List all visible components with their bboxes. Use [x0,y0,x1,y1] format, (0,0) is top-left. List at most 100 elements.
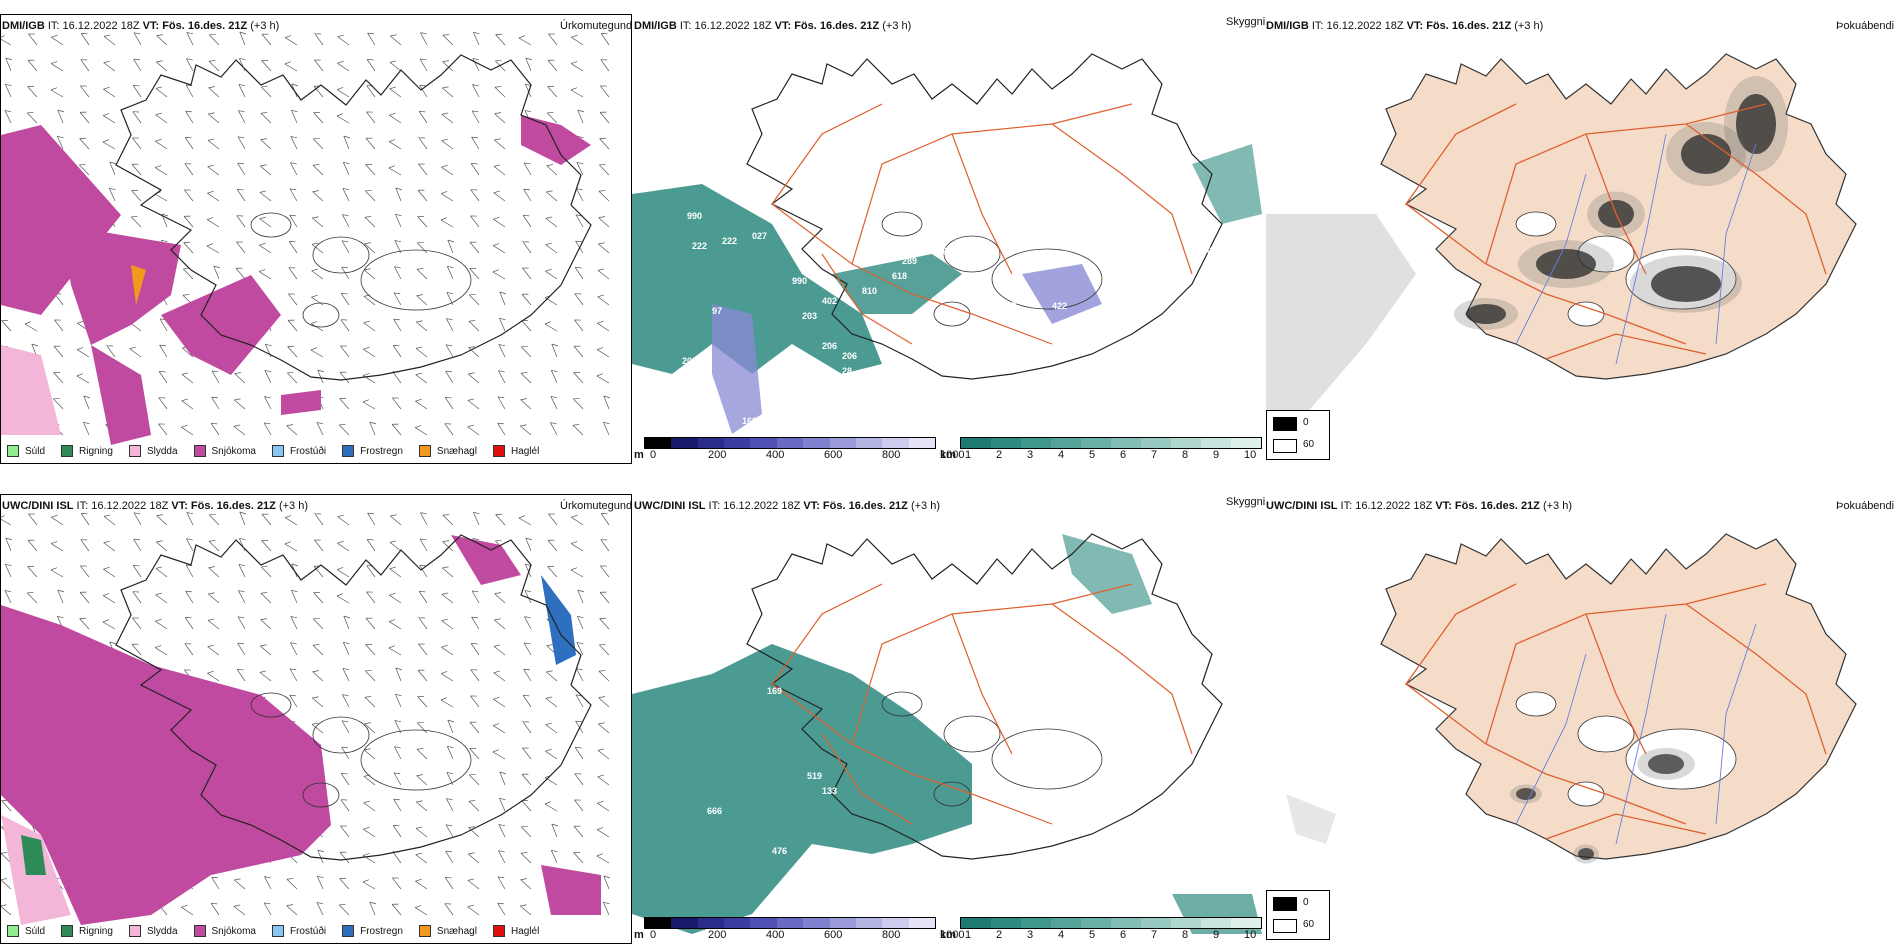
wind-barb [317,849,324,864]
wind-barb [418,137,428,150]
wind-barb [418,111,428,124]
wind-barb [184,189,194,202]
legend-label: Slydda [146,925,178,937]
glacier-outline [881,691,923,717]
colorbar-cell [991,438,1021,448]
panel-title: Skyggni [1226,16,1266,28]
wind-barb [209,513,220,526]
wind-barb [444,397,454,410]
wind-barb [469,747,480,760]
colorbar-cell [1081,438,1111,448]
wind-barb [597,774,610,786]
wind-barb [598,722,610,734]
field-area [521,115,591,165]
visibility-value-label: 422 [1052,301,1067,311]
wind-barb [236,669,246,682]
wind-barb [261,539,272,552]
wind-barb [24,321,38,332]
wind-barb [600,59,610,72]
wind-barb [27,85,38,98]
legend-item: Slydda [128,925,178,937]
wind-barb [79,137,90,150]
wind-barb [445,370,454,384]
wind-barb [575,240,584,254]
wind-barb [417,215,428,228]
wind-barb [185,590,194,604]
panel-precip-type-dmi: Súld Rigning Slydda Snjókoma Frostúði Frostre… [0,14,632,464]
wind-barb [57,589,64,604]
fog-key-black-label: 0 [1303,897,1309,908]
wind-barb [597,294,610,306]
colorbar-unit-km: km [940,929,956,941]
wind-barb [284,515,298,526]
wind-barb [312,644,324,656]
wind-barb [260,164,272,176]
wind-barb [154,191,168,202]
wind-barb [341,720,350,734]
fog-key-white-swatch [1273,919,1297,933]
legend-item: Snæhagl [418,445,477,457]
wind-barb [156,540,168,552]
wind-barb [83,395,90,410]
wind-barb [340,345,350,358]
road-line [1405,683,1687,825]
colorbar-tick: 8 [1182,449,1189,461]
field-area [541,575,576,665]
glacier-outline [312,236,370,274]
wind-barb [469,293,480,306]
wind-barb [211,370,220,384]
wind-barb [545,696,558,708]
visibility-value-label: 210 [992,391,1007,401]
wind-barb [420,512,428,526]
wind-barb [103,514,116,526]
wind-barb [572,424,584,436]
panel-header: UWC/DINI ISL IT: 16.12.2022 18Z VT: Fös.… [1266,500,1573,512]
wind-barb [4,563,12,578]
wind-barb [442,566,454,578]
wind-barb [156,34,168,46]
wind-barb [419,58,428,72]
wind-barb [597,800,610,812]
wind-barb [440,217,454,228]
wind-barb [365,189,376,202]
wind-barb [493,216,506,228]
wind-barb [1,35,12,46]
wind-barb [576,642,584,656]
wind-barb [388,165,402,176]
panel-header: UWC/DINI ISL IT: 16.12.2022 18Z VT: Fös.… [2,500,309,512]
wind-barb [259,216,272,228]
wind-barb [50,567,64,578]
wind-barb [596,347,610,358]
wind-barb [599,617,610,630]
wind-barb [576,188,584,202]
river-line [1515,653,1587,825]
wind-barb [342,161,350,176]
fog-patch [1536,249,1596,279]
field-area [21,835,46,875]
wind-barb [498,370,506,384]
wind-barb [314,33,324,46]
wind-barb [603,395,610,410]
wind-barb [573,825,584,838]
field-area [1266,214,1416,424]
wind-barb [393,318,402,332]
legend-swatch [128,925,141,937]
wind-barb [418,591,428,604]
wind-barb [573,371,584,384]
wind-barb [260,618,272,630]
wind-barb [447,719,454,734]
wind-barb [418,163,428,176]
wind-barb [548,513,558,526]
wind-barb [493,164,506,176]
wind-barb [414,425,428,436]
fog-patch [1578,848,1594,860]
wind-barb [79,111,90,124]
fog-key-black-swatch [1273,417,1297,431]
wind-barb [393,292,402,306]
wind-barb [417,189,428,202]
wind-barb [284,541,298,552]
visibility-value-label: 206 [822,341,837,351]
wind-barb [53,397,64,410]
wind-barb [394,693,402,708]
